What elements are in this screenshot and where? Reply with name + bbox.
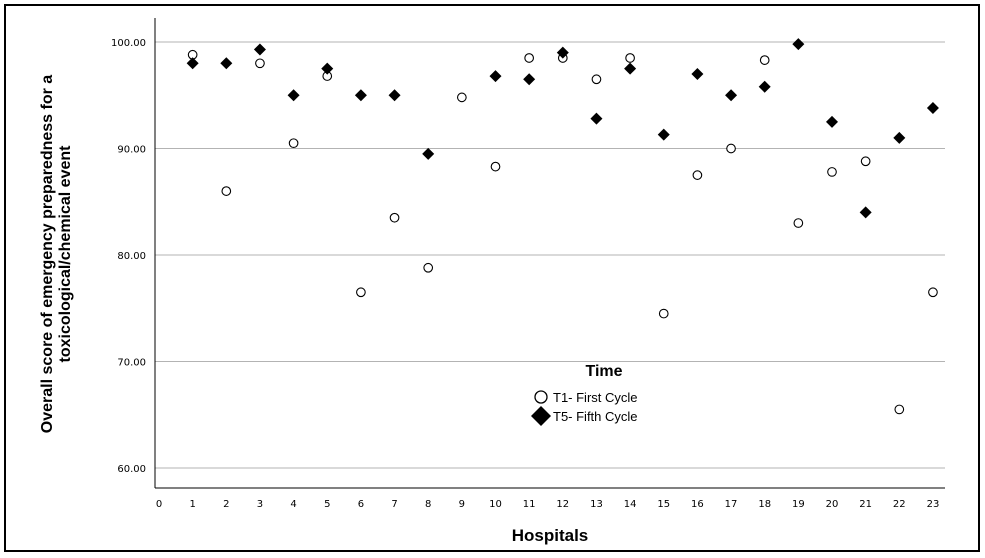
axes xyxy=(154,18,945,489)
point-t1-hospital-17 xyxy=(726,143,736,154)
point-t5-hospital-4 xyxy=(287,89,300,102)
point-t5-hospital-3 xyxy=(253,43,266,56)
x-tick-label: 3 xyxy=(257,499,263,510)
point-t1-hospital-14 xyxy=(625,53,635,63)
x-tick-label: 9 xyxy=(459,499,465,510)
point-t1-hospital-15 xyxy=(658,308,669,319)
legend-marker-t5 xyxy=(531,406,551,426)
point-t1-hospital-19 xyxy=(793,218,804,228)
point-t1-hospital-10 xyxy=(490,161,501,172)
point-t1-hospital-16 xyxy=(692,170,703,180)
x-tick-label: 0 xyxy=(156,499,162,510)
x-tick-label: 4 xyxy=(290,499,296,510)
point-t5-hospital-1 xyxy=(186,57,199,70)
x-tick-labels: 0 1 2 3 4 5 6 7 8 9 10 11 12 13 14 15 16 17 18 19 20 21 22 23 xyxy=(156,499,940,510)
point-t1-hospital-2 xyxy=(221,186,232,196)
x-tick-label: 7 xyxy=(391,499,397,510)
point-t5-hospital-20 xyxy=(826,115,838,128)
point-t5-hospital-12 xyxy=(556,46,569,59)
y-tick-labels: 60.00 70.00 80.00 90.00 100.00 xyxy=(111,38,146,475)
x-tick-label: 1 xyxy=(189,499,195,510)
point-t5-hospital-18 xyxy=(758,80,771,93)
x-tick-label: 8 xyxy=(425,499,431,510)
x-tick-label: 17 xyxy=(725,499,738,510)
y-tick-label: 90.00 xyxy=(117,145,146,156)
y-axis-label-line-2: toxicological/chemical event xyxy=(57,145,74,363)
x-tick-label: 15 xyxy=(657,499,670,510)
point-t1-hospital-8 xyxy=(423,262,434,273)
x-tick-label: 16 xyxy=(691,499,704,510)
point-t5-hospital-16 xyxy=(691,67,704,80)
y-tick-label: 100.00 xyxy=(111,38,146,49)
point-t5-hospital-13 xyxy=(590,112,603,125)
x-tick-label: 21 xyxy=(859,499,872,510)
legend-label-t1: T1- First Cycle xyxy=(553,390,638,405)
point-t5-hospital-21 xyxy=(859,206,872,219)
point-t1-hospital-6 xyxy=(356,287,366,298)
point-t5-hospital-5 xyxy=(321,62,334,75)
x-tick-label: 18 xyxy=(758,499,771,510)
point-t1-hospital-4 xyxy=(288,138,299,149)
y-tick-label: 70.00 xyxy=(117,358,146,369)
y-tick-label: 60.00 xyxy=(117,464,146,475)
point-t5-hospital-23 xyxy=(926,102,939,115)
point-t1-hospital-21 xyxy=(860,156,871,167)
x-tick-label: 12 xyxy=(556,499,569,510)
point-t1-hospital-23 xyxy=(928,287,938,298)
y-axis-label-line-1: Overall score of emergency preparedness … xyxy=(39,75,56,433)
point-t5-hospital-22 xyxy=(893,131,906,144)
legend-title: Time xyxy=(585,363,622,380)
legend: Time T1- First Cycle T5- Fifth Cycle xyxy=(531,363,638,426)
point-t5-hospital-15 xyxy=(657,128,670,141)
x-tick-label: 22 xyxy=(893,499,906,510)
gridlines xyxy=(155,41,945,469)
point-t5-hospital-11 xyxy=(523,73,536,86)
legend-label-t5: T5- Fifth Cycle xyxy=(553,409,638,424)
x-tick-label: 11 xyxy=(523,499,536,510)
x-tick-label: 5 xyxy=(324,499,330,510)
point-t5-hospital-2 xyxy=(220,57,233,70)
point-t5-hospital-17 xyxy=(725,89,738,102)
data-points xyxy=(186,38,939,415)
x-tick-label: 20 xyxy=(826,499,839,510)
point-t5-hospital-10 xyxy=(489,70,502,83)
point-t5-hospital-7 xyxy=(388,89,401,102)
point-t5-hospital-19 xyxy=(792,38,805,51)
point-t1-hospital-7 xyxy=(389,212,400,223)
x-tick-label: 14 xyxy=(624,499,637,510)
point-t1-hospital-22 xyxy=(894,404,905,415)
point-t1-hospital-9 xyxy=(457,92,467,103)
point-t5-hospital-6 xyxy=(354,89,367,102)
y-tick-label: 80.00 xyxy=(117,251,146,262)
x-axis-label: Hospitals xyxy=(512,526,589,545)
point-t5-hospital-8 xyxy=(422,147,435,160)
x-tick-label: 10 xyxy=(489,499,502,510)
point-t1-hospital-20 xyxy=(827,167,837,177)
x-tick-label: 19 xyxy=(792,499,805,510)
x-tick-label: 13 xyxy=(590,499,603,510)
point-t1-hospital-18 xyxy=(759,55,770,65)
x-tick-label: 6 xyxy=(358,499,364,510)
point-t5-hospital-14 xyxy=(624,62,637,75)
x-tick-label: 23 xyxy=(927,499,940,510)
legend-marker-t1 xyxy=(534,390,548,404)
point-t1-hospital-13 xyxy=(591,74,602,85)
point-t1-hospital-3 xyxy=(255,58,265,69)
x-tick-label: 2 xyxy=(223,499,229,510)
chart-frame xyxy=(4,4,980,552)
point-t1-hospital-11 xyxy=(524,53,535,63)
